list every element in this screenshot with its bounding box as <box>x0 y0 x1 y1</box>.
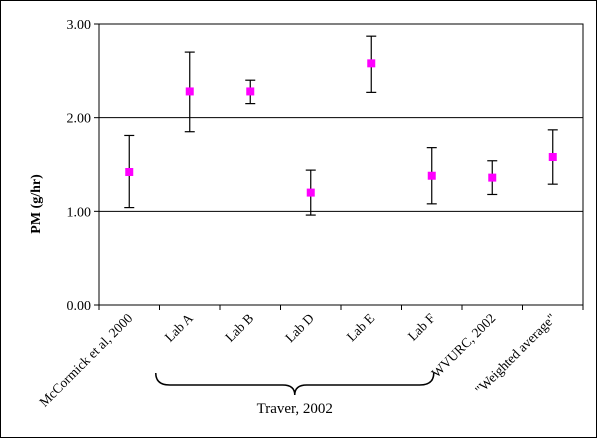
group-bracket <box>155 372 435 396</box>
plot-border <box>98 23 584 306</box>
data-point <box>488 173 497 182</box>
y-tick-label: 0.00 <box>67 299 92 314</box>
x-category-label: Lab E <box>344 311 378 345</box>
x-category-label: Lab D <box>282 310 317 345</box>
data-point <box>125 167 134 176</box>
data-point <box>548 153 557 162</box>
data-point <box>185 87 194 96</box>
x-category-label: Lab F <box>405 310 438 343</box>
y-axis-label: PM (g/hr) <box>29 174 44 234</box>
x-category-label: Lab B <box>222 311 256 345</box>
x-category-label: Lab A <box>162 310 196 344</box>
category-labels: McCormick et al, 2000 Lab A Lab B Lab D Lab … <box>36 310 559 410</box>
y-axis-ticks: 0.00 1.00 2.00 3.00 <box>67 18 99 314</box>
data-point <box>306 188 315 197</box>
data-point <box>367 59 376 68</box>
x-axis <box>98 305 584 310</box>
data-point <box>427 171 436 180</box>
group-bracket-label: Traver, 2002 <box>257 401 333 417</box>
data-point <box>246 87 255 96</box>
y-tick-label: 2.00 <box>67 112 92 127</box>
plot-area <box>98 23 584 306</box>
data-markers <box>125 59 557 197</box>
y-tick-label: 3.00 <box>67 18 92 33</box>
y-tick-label: 1.00 <box>67 205 92 220</box>
gridlines <box>99 117 583 212</box>
x-category-label: McCormick et al, 2000 <box>36 310 135 409</box>
